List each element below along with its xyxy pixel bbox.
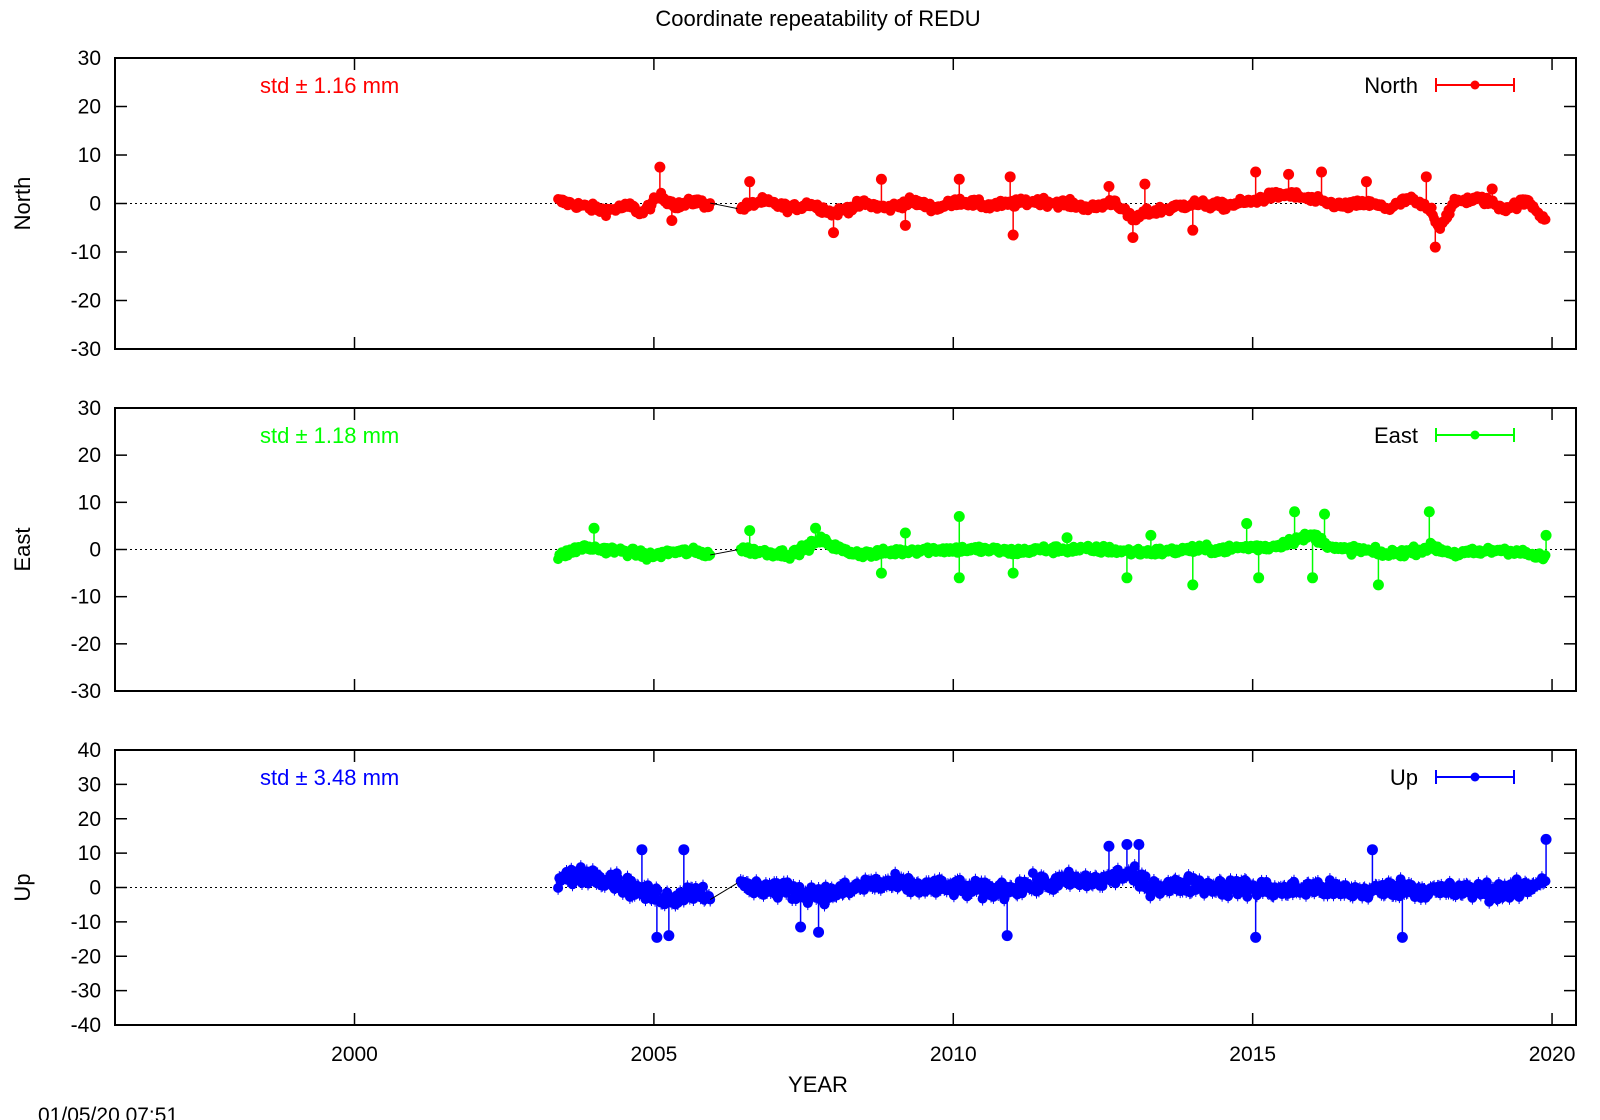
panel-north: -30 -20 -10 0 10 20 30 North std ± 1.16 mm North — [10, 47, 1577, 361]
outlier-point-north — [1250, 166, 1262, 178]
legend-label-up: Up — [1390, 765, 1418, 790]
outlier-point-north — [744, 176, 756, 188]
outlier-point-east — [875, 567, 887, 579]
y-axis-title-east: East — [10, 527, 35, 571]
outlier-point-east — [1121, 572, 1133, 584]
series-line-east — [557, 544, 711, 562]
outlier-point-north — [875, 173, 887, 185]
y-tick-label-north: -30 — [71, 338, 101, 361]
gap-connector-north — [710, 202, 741, 210]
legend-east: East — [1374, 423, 1515, 448]
legend-label-east: East — [1374, 423, 1418, 448]
y-tick-label-east: -10 — [71, 586, 101, 609]
series-line-north — [740, 190, 1546, 231]
outlier-point-north — [1103, 181, 1115, 193]
y-tick-label-east: 30 — [78, 397, 101, 420]
outlier-point-east — [1289, 506, 1301, 518]
outlier-point-north — [1007, 229, 1019, 241]
series-up — [553, 833, 1552, 943]
outlier-point-east — [1372, 579, 1384, 591]
y-tick-label-north: 10 — [78, 144, 101, 167]
outlier-point-east — [1145, 529, 1157, 541]
outlier-point-north — [1486, 183, 1498, 195]
y-tick-label-east: 10 — [78, 491, 101, 514]
y-tick-label-up: -10 — [71, 911, 101, 934]
std-label-east: std ± 1.18 mm — [260, 423, 399, 448]
chart-title: Coordinate repeatability of REDU — [655, 6, 980, 31]
y-tick-label-north: 20 — [78, 96, 101, 119]
y-tick-label-up: 30 — [78, 773, 101, 796]
panel-up: -40 -30 -20 -10 0 10 20 30 40 Up std ± 3.48 mm Up — [10, 739, 1577, 1037]
y-tick-label-north: -10 — [71, 241, 101, 264]
outlier-point-north — [1316, 166, 1328, 178]
series-north — [553, 161, 1551, 253]
y-tick-label-east: -20 — [71, 633, 101, 656]
std-label-north: std ± 1.16 mm — [260, 73, 399, 98]
outlier-point-east — [744, 525, 756, 537]
outlier-point-east — [588, 522, 600, 534]
outlier-point-east — [953, 572, 965, 584]
outlier-point-east — [899, 527, 911, 539]
outlier-point-east — [1007, 567, 1019, 579]
outlier-point-east — [1187, 579, 1199, 591]
y-tick-label-up: -20 — [71, 945, 101, 968]
outlier-point-north — [1360, 176, 1372, 188]
y-tick-label-east: 20 — [78, 444, 101, 467]
y-tick-label-north: 30 — [78, 47, 101, 70]
series-line-east — [740, 532, 1546, 561]
y-tick-label-north: -20 — [71, 290, 101, 313]
legend-marker-north — [1470, 80, 1480, 90]
outlier-point-east — [810, 522, 822, 534]
series-line-up — [557, 867, 711, 905]
outlier-point-east — [1061, 532, 1073, 544]
legend-marker-up — [1470, 772, 1480, 782]
y-tick-label-up: 10 — [78, 842, 101, 865]
outlier-point-east — [1319, 508, 1331, 520]
outlier-point-north — [1420, 171, 1432, 183]
legend-marker-east — [1470, 430, 1480, 440]
gap-connector-east — [710, 548, 741, 556]
series-east — [553, 506, 1552, 591]
outlier-point-east — [1423, 506, 1435, 518]
outlier-point-north — [1004, 171, 1016, 183]
outlier-point-north — [1187, 224, 1199, 236]
legend-up: Up — [1390, 765, 1515, 790]
outlier-point-east — [1540, 529, 1552, 541]
outlier-point-east — [1241, 518, 1253, 530]
y-tick-label-up: 20 — [78, 808, 101, 831]
y-tick-label-north: 0 — [89, 193, 101, 216]
outlier-point-east — [1253, 572, 1265, 584]
y-tick-label-up: 40 — [78, 739, 101, 762]
y-axis-title-up: Up — [10, 873, 35, 901]
outlier-point-north — [953, 173, 965, 185]
outlier-point-north — [828, 227, 840, 239]
y-axis-title-north: North — [10, 177, 35, 231]
series-line-north — [557, 192, 711, 219]
outlier-point-north — [666, 214, 678, 226]
y-tick-label-east: -30 — [71, 680, 101, 703]
y-tick-label-east: 0 — [89, 539, 101, 562]
y-tick-label-up: -40 — [71, 1014, 101, 1037]
legend-north: North — [1364, 73, 1515, 98]
outlier-point-north — [1429, 241, 1441, 253]
legend-label-north: North — [1364, 73, 1418, 98]
outlier-point-east — [1307, 572, 1319, 584]
outlier-point-north — [1139, 178, 1151, 190]
y-tick-label-up: 0 — [89, 877, 101, 900]
outlier-point-north — [899, 219, 911, 231]
outlier-point-north — [1283, 168, 1295, 180]
panel-east: -30 -20 -10 0 10 20 30 East std ± 1.18 mm East — [10, 397, 1577, 703]
gap-connector-up — [709, 880, 741, 900]
outlier-point-north — [1127, 231, 1139, 243]
outlier-point-north — [654, 161, 666, 173]
outlier-point-east — [953, 510, 965, 522]
std-label-up: std ± 3.48 mm — [260, 765, 399, 790]
y-tick-label-up: -30 — [71, 980, 101, 1003]
